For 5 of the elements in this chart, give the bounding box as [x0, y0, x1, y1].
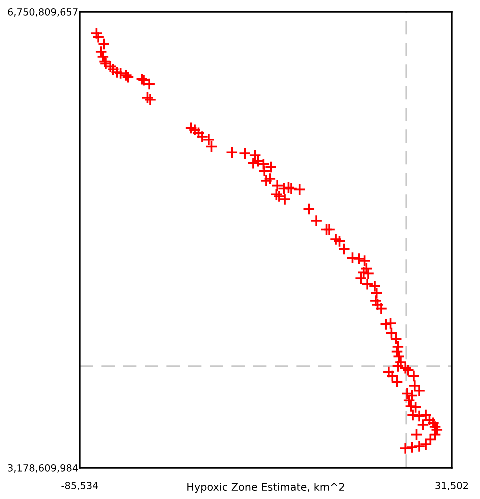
- x-tick-label: -85,534: [62, 482, 98, 490]
- x-axis-title: Hypoxic Zone Estimate, km^2: [188, 482, 344, 494]
- y-tick-label: 3,178,609,984: [8, 464, 78, 473]
- x-tick-label: 31,502: [436, 482, 468, 490]
- y-tick-label: 6,750,809,657: [8, 8, 78, 17]
